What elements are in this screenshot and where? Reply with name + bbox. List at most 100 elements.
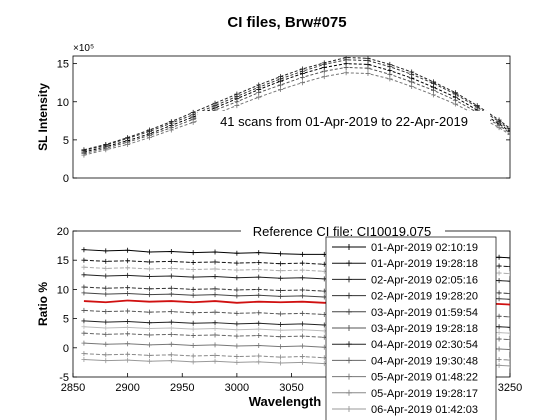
top-y-tick-label: 5 <box>63 135 69 147</box>
legend-marker <box>346 357 352 364</box>
bottom-series-marker <box>190 359 196 365</box>
legend-label: 05-Apr-2019 01:48:22 <box>371 372 478 384</box>
bottom-series-marker <box>507 314 510 320</box>
top-panel: CI files, Brw#075 0 5 10 15 ×10⁵ SL Intensi… <box>36 14 511 185</box>
bottom-series-marker <box>212 320 218 326</box>
bottom-series-marker <box>234 321 240 327</box>
bottom-series-marker <box>125 319 131 325</box>
top-series-marker <box>321 68 327 74</box>
top-series-marker <box>343 64 349 70</box>
bottom-series-marker <box>168 341 174 347</box>
bottom-series-marker <box>299 354 305 360</box>
bottom-x-axis-label: Wavelength <box>249 394 322 409</box>
bottom-series-marker <box>212 352 218 358</box>
bottom-series-marker <box>256 310 262 316</box>
bottom-series-marker <box>168 352 174 358</box>
bottom-series-marker <box>103 291 109 297</box>
bottom-series-marker <box>146 326 152 332</box>
bottom-series-marker <box>212 249 218 255</box>
bottom-series-marker <box>168 319 174 325</box>
bottom-series-marker <box>234 327 240 333</box>
bottom-y-ticks: -5 0 5 10 15 20 <box>57 226 77 384</box>
bottom-series-marker <box>190 260 196 266</box>
bottom-series-marker <box>125 290 131 296</box>
figure-title: CI files, Brw#075 <box>227 14 346 31</box>
bottom-series-marker <box>299 327 305 333</box>
legend-label: 04-Apr-2019 19:30:48 <box>371 355 478 367</box>
bottom-series-marker <box>278 268 284 274</box>
top-exponent-label: ×10⁵ <box>73 43 94 54</box>
top-series-marker <box>256 82 262 88</box>
bottom-series-marker <box>278 293 284 299</box>
bottom-series-marker <box>125 351 131 357</box>
top-series-marker <box>234 91 240 97</box>
top-series-marker <box>256 94 262 100</box>
bottom-series-marker <box>190 333 196 339</box>
bottom-series-marker <box>234 260 240 266</box>
bottom-series-marker <box>103 273 109 279</box>
bottom-series-marker <box>507 290 510 296</box>
bottom-series-marker <box>496 313 502 319</box>
bottom-series-marker <box>234 250 240 256</box>
bottom-series-marker <box>146 259 152 265</box>
bottom-series-marker <box>190 353 196 359</box>
bottom-series-marker <box>190 342 196 348</box>
bottom-series-marker <box>103 285 109 291</box>
top-series-marker <box>125 141 131 147</box>
bottom-y-tick-label: 20 <box>57 226 69 238</box>
top-series-marker <box>168 119 174 125</box>
bottom-series-marker <box>299 359 305 365</box>
bottom-x-tick-label: 3000 <box>225 382 249 394</box>
legend-marker <box>346 389 352 396</box>
top-series-marker <box>496 125 502 131</box>
top-series-marker <box>299 74 305 80</box>
bottom-series-marker <box>168 285 174 291</box>
top-series-marker <box>81 147 87 153</box>
top-series-marker <box>365 71 371 77</box>
top-series-marker <box>212 100 218 106</box>
bottom-series-marker <box>146 274 152 280</box>
top-series-marker <box>278 87 284 93</box>
legend-marker <box>346 260 352 267</box>
top-series-marker <box>299 66 305 72</box>
bottom-series-marker <box>507 264 510 270</box>
bottom-series-marker <box>256 250 262 256</box>
bottom-series-marker <box>234 267 240 273</box>
bottom-series-marker <box>234 354 240 360</box>
bottom-series-marker <box>507 278 510 284</box>
bottom-series-marker <box>103 258 109 264</box>
bottom-title: Reference CI file: CI10019.075 <box>253 224 432 239</box>
top-series-marker <box>343 70 349 76</box>
top-series-marker <box>387 71 393 77</box>
bottom-series-marker <box>146 292 152 298</box>
bottom-series-marker <box>81 290 87 296</box>
bottom-series-marker <box>278 251 284 257</box>
bottom-series-marker <box>212 332 218 338</box>
bottom-series-marker <box>168 258 174 264</box>
legend-marker <box>346 308 352 315</box>
bottom-series-marker <box>496 254 502 260</box>
bottom-series-marker <box>299 260 305 266</box>
bottom-series-marker <box>507 363 510 369</box>
bottom-series-marker <box>278 261 284 267</box>
bottom-series-marker <box>299 310 305 316</box>
legend-marker <box>346 373 352 380</box>
bottom-series-marker <box>125 308 131 314</box>
bottom-series-marker <box>103 265 109 271</box>
legend-marker <box>346 276 352 283</box>
bottom-series-marker <box>212 358 218 364</box>
bottom-series-marker <box>278 275 284 281</box>
bottom-series-marker <box>146 332 152 338</box>
bottom-series-marker <box>190 310 196 316</box>
top-series-marker <box>474 103 480 109</box>
bottom-series-marker <box>146 286 152 292</box>
legend-label: 02-Apr-2019 19:28:20 <box>371 291 478 303</box>
bottom-series-marker <box>496 270 502 276</box>
bottom-series-marker <box>256 353 262 359</box>
bottom-series-marker <box>234 343 240 349</box>
legend: 01-Apr-2019 02:10:19 01-Apr-2019 19:28:18… <box>325 236 497 420</box>
bottom-series-marker <box>81 247 87 253</box>
bottom-series-marker <box>496 336 502 342</box>
bottom-series-marker <box>256 286 262 292</box>
bottom-series-marker <box>146 266 152 272</box>
